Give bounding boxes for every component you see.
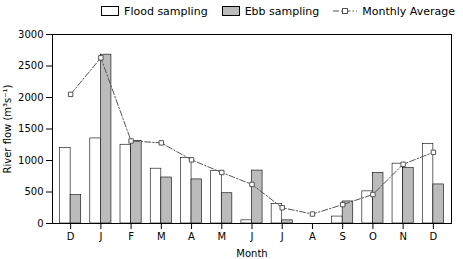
svg-text:Month: Month (236, 248, 267, 259)
svg-text:1500: 1500 (18, 123, 43, 134)
svg-text:N: N (399, 231, 406, 242)
svg-text:J: J (280, 231, 284, 242)
svg-text:M: M (217, 231, 226, 242)
svg-text:A: A (309, 231, 316, 242)
svg-text:River flow (m³s⁻¹): River flow (m³s⁻¹) (2, 84, 13, 173)
svg-text:D: D (430, 231, 438, 242)
svg-text:S: S (340, 231, 346, 242)
html-text:Monthly Average: Monthly Average (362, 4, 455, 18)
html-text:Ebb sampling: Ebb sampling (244, 4, 320, 18)
svg-text:M: M (157, 231, 166, 242)
html-text:Flood sampling: Flood sampling (124, 4, 208, 18)
svg-text:1000: 1000 (18, 155, 43, 166)
svg-text:J: J (98, 231, 102, 242)
svg-text:500: 500 (24, 186, 43, 197)
svg-text:J: J (250, 231, 254, 242)
svg-text:F: F (128, 231, 134, 242)
svg-text:O: O (369, 231, 377, 242)
svg-text:2000: 2000 (18, 92, 43, 103)
svg-text:2500: 2500 (18, 60, 43, 71)
svg-text:0: 0 (37, 218, 43, 229)
svg-text:D: D (67, 231, 75, 242)
svg-text:A: A (188, 231, 195, 242)
svg-text:3000: 3000 (18, 29, 43, 40)
